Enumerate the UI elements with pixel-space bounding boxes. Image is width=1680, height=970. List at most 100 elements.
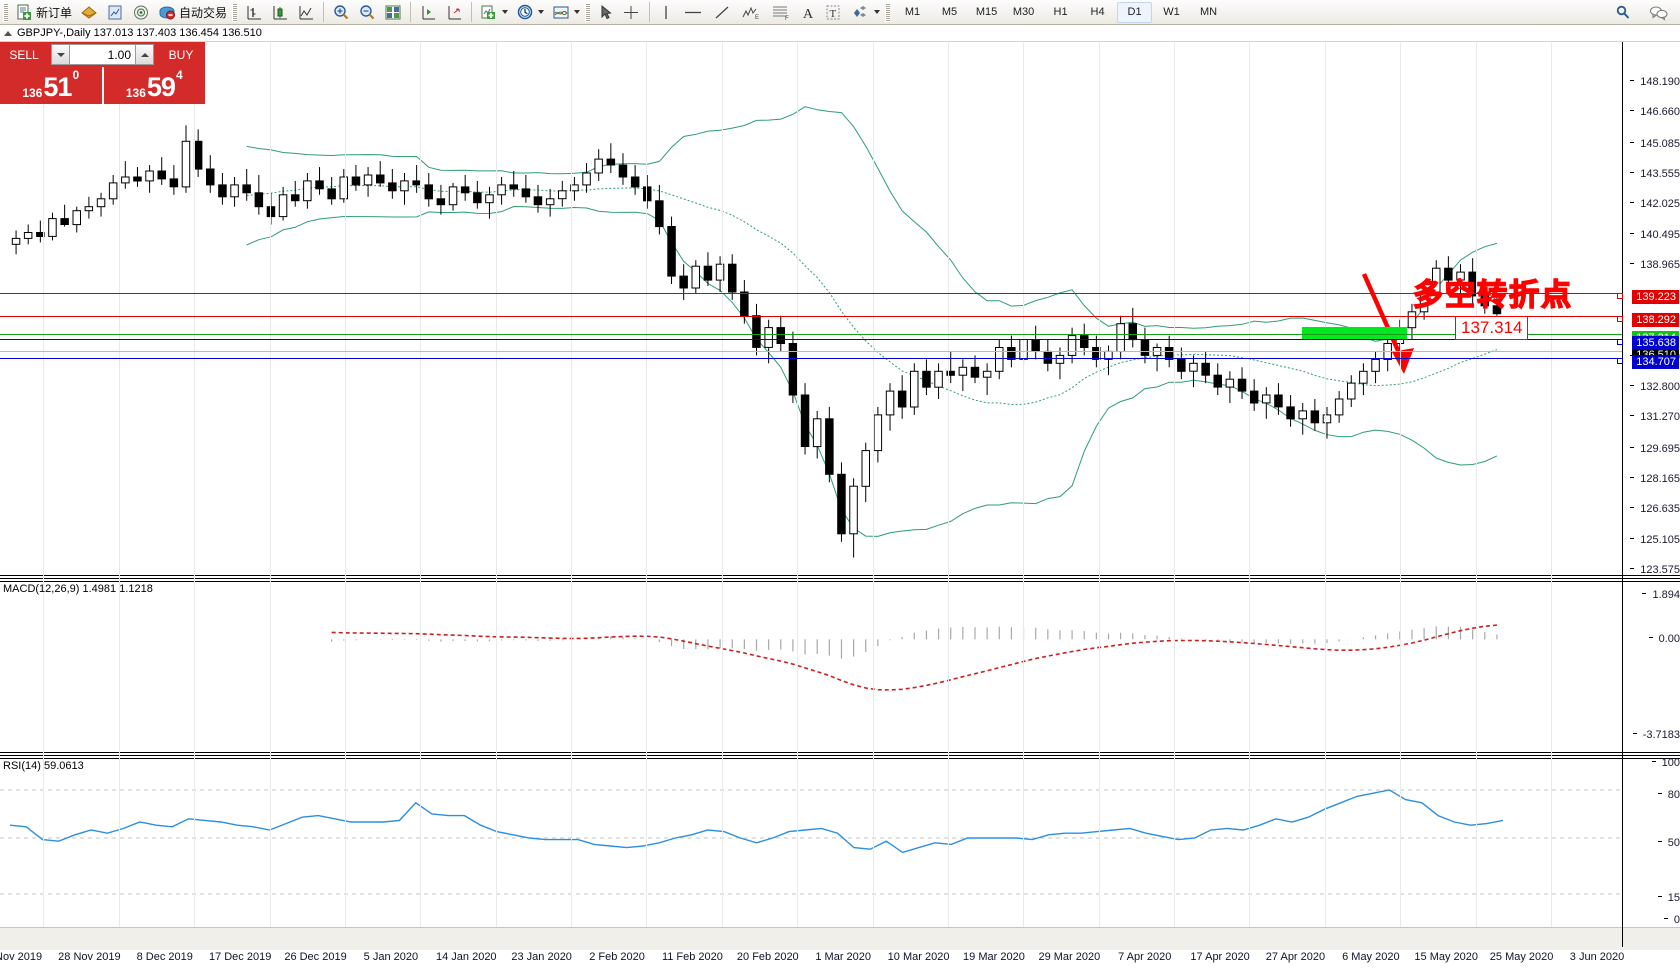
date-gridline bbox=[43, 43, 45, 948]
price-tick: 145.085 bbox=[1630, 138, 1680, 149]
volume-increase-button[interactable] bbox=[135, 44, 154, 65]
shapes-button[interactable] bbox=[846, 0, 884, 24]
data-window-button[interactable] bbox=[102, 0, 128, 24]
price-axis[interactable]: 148.190 146.660 145.085 143.555 142.025 140.4… bbox=[1617, 42, 1680, 947]
search-button[interactable] bbox=[1610, 1, 1636, 25]
date-tick: 5 Jan 2020 bbox=[363, 951, 419, 963]
grid-button[interactable] bbox=[380, 0, 406, 24]
horizontal-line-button[interactable] bbox=[678, 0, 708, 24]
new-order-button[interactable]: 新订单 bbox=[12, 0, 76, 24]
price-level-label-0[interactable]: 139.223 bbox=[1632, 290, 1679, 304]
price-tick: 126.635 bbox=[1630, 504, 1680, 515]
volume-decrease-button[interactable] bbox=[51, 44, 70, 65]
line-chart-button[interactable] bbox=[293, 0, 319, 24]
hline-134 bbox=[0, 358, 1623, 359]
chevron-down-icon[interactable] bbox=[574, 10, 581, 14]
fibonacci-button[interactable]: F bbox=[766, 0, 796, 24]
timeframe-m30[interactable]: M30 bbox=[1012, 6, 1035, 18]
rsi-tick: 100 bbox=[1651, 758, 1680, 769]
one-click-trading-panel[interactable]: SELL 1.00 BUY 136 51 0 136 59 4 bbox=[0, 42, 205, 104]
timeframe-m1[interactable]: M1 bbox=[904, 6, 921, 18]
chart-canvas[interactable]: MACD(12,26,9) 1.4981 1.1218 RSI(14) 59.0… bbox=[0, 42, 1680, 970]
chat-icon bbox=[1650, 6, 1668, 21]
grid-icon bbox=[385, 5, 401, 19]
chevron-down-icon[interactable] bbox=[538, 10, 545, 14]
date-tick: 25 May 2020 bbox=[1489, 951, 1554, 963]
date-gridline bbox=[1475, 43, 1477, 948]
timeframe-mn[interactable]: MN bbox=[1199, 6, 1218, 18]
date-tick: 7 Apr 2020 bbox=[1118, 951, 1172, 963]
expert-advisor-button[interactable] bbox=[76, 0, 102, 24]
text-button[interactable]: A bbox=[796, 0, 820, 24]
horizontal-line-icon bbox=[685, 11, 702, 13]
chart-shift-button[interactable] bbox=[415, 0, 441, 24]
date-axis[interactable]: 9 Nov 2019 28 Nov 2019 8 Dec 2019 17 Dec 20… bbox=[0, 43, 1680, 970]
rsi-tick: 15 bbox=[1657, 893, 1680, 904]
chart-symbol-text: GBPJPY-,Daily 137.013 137.403 136.454 13… bbox=[17, 27, 262, 39]
autotrading-button[interactable]: 自动交易 bbox=[154, 0, 231, 24]
buy-price[interactable]: 136 59 4 bbox=[103, 67, 205, 104]
expert-advisor-icon bbox=[81, 5, 97, 19]
templates-button[interactable] bbox=[548, 0, 584, 24]
volume-input[interactable]: 1.00 bbox=[70, 44, 135, 65]
text-icon: A bbox=[803, 7, 814, 21]
price-tick: 148.190 bbox=[1630, 77, 1680, 88]
price-box-label[interactable]: 137.314 bbox=[1455, 316, 1529, 340]
date-tick: 6 May 2020 bbox=[1342, 951, 1400, 963]
annotation-text[interactable]: 多空转折点 bbox=[1412, 277, 1573, 314]
svg-text:F: F bbox=[785, 16, 789, 21]
candlestick-chart-button[interactable] bbox=[267, 0, 293, 24]
period-button[interactable] bbox=[512, 0, 548, 24]
price-level-handle[interactable] bbox=[1617, 358, 1623, 364]
zoom-out-button[interactable] bbox=[354, 0, 380, 24]
date-tick: 2 Feb 2020 bbox=[589, 951, 645, 963]
sell-button[interactable]: SELL bbox=[0, 42, 48, 67]
toolbar-grip-2[interactable] bbox=[232, 2, 238, 22]
timeframe-w1[interactable]: W1 bbox=[1163, 6, 1180, 18]
bar-chart-button[interactable] bbox=[241, 0, 267, 24]
chat-button[interactable] bbox=[1644, 1, 1674, 25]
text-label-button[interactable]: T bbox=[820, 0, 846, 24]
price-tick: 132.800 bbox=[1630, 382, 1680, 393]
volume-stepper[interactable]: 1.00 bbox=[48, 42, 157, 67]
toolbar-grip[interactable] bbox=[3, 2, 8, 22]
chevron-down-icon[interactable] bbox=[874, 10, 881, 14]
zoom-in-button[interactable] bbox=[328, 0, 354, 24]
date-gridline bbox=[646, 43, 648, 948]
price-tick: 138.965 bbox=[1630, 259, 1680, 270]
date-gridline bbox=[797, 43, 799, 948]
trend-line-button[interactable] bbox=[708, 0, 736, 24]
navigator-button[interactable] bbox=[128, 0, 154, 24]
price-level-label-1[interactable]: 138.292 bbox=[1632, 313, 1679, 327]
main-toolbar: 新订单 自动交易 bbox=[0, 0, 1680, 25]
vertical-line-icon bbox=[665, 5, 667, 19]
price-level-handle[interactable] bbox=[1617, 339, 1623, 345]
timeframe-h1[interactable]: H1 bbox=[1053, 6, 1068, 18]
timeframe-m15[interactable]: M15 bbox=[975, 6, 998, 18]
text-label-icon: T bbox=[826, 5, 840, 20]
indicators-button[interactable] bbox=[476, 0, 512, 24]
sell-price[interactable]: 136 51 0 bbox=[0, 67, 104, 104]
price-level-handle[interactable] bbox=[1617, 316, 1623, 322]
timeframe-m5[interactable]: M5 bbox=[941, 6, 958, 18]
zoom-out-icon bbox=[360, 4, 375, 19]
timeframe-d1[interactable]: D1 bbox=[1117, 1, 1153, 23]
vertical-line-button[interactable] bbox=[654, 0, 678, 24]
buy-button[interactable]: BUY bbox=[157, 42, 205, 67]
cursor-button[interactable] bbox=[594, 0, 617, 24]
auto-scroll-button[interactable] bbox=[441, 0, 467, 24]
price-level-label-4[interactable]: 135.638 bbox=[1632, 336, 1679, 350]
price-level-handle[interactable] bbox=[1617, 293, 1623, 299]
elliott-wave-button[interactable]: E bbox=[736, 0, 766, 24]
crosshair-button[interactable] bbox=[617, 0, 645, 24]
macd-pane: MACD(12,26,9) 1.4981 1.1218 bbox=[0, 581, 1680, 749]
price-level-label-5[interactable]: 134.707 bbox=[1632, 355, 1679, 369]
timeframe-h4[interactable]: H4 bbox=[1090, 6, 1105, 18]
new-order-icon bbox=[17, 4, 31, 20]
templates-icon bbox=[553, 6, 569, 18]
toolbar-grip-3[interactable] bbox=[585, 2, 591, 22]
toolbar-grip-4[interactable] bbox=[885, 2, 891, 22]
autotrading-icon bbox=[159, 6, 176, 19]
rsi-label: RSI(14) 59.0613 bbox=[3, 760, 84, 772]
chevron-down-icon[interactable] bbox=[502, 10, 509, 14]
